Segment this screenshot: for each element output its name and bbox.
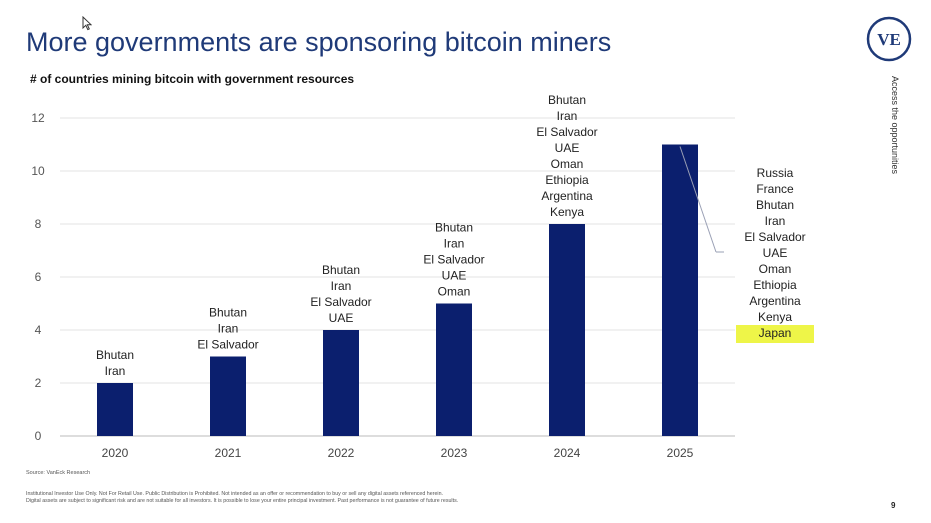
data-label-country: Ethiopia <box>753 278 797 292</box>
chart-title: # of countries mining bitcoin with gover… <box>30 72 355 86</box>
data-label-country: Argentina <box>541 189 593 203</box>
mouse-pointer-icon <box>82 15 93 36</box>
disclaimer-line-2: Digital assets are subject to significan… <box>26 498 459 504</box>
page-number: 9 <box>891 501 896 510</box>
data-label-country: Kenya <box>758 310 792 324</box>
data-label-country: Iran <box>105 364 126 378</box>
data-label-country: Japan <box>759 326 792 340</box>
disclaimer: Institutional Investor Use Only. Not For… <box>26 491 666 505</box>
bar <box>323 330 359 436</box>
data-label-country: Russia <box>757 166 794 180</box>
data-label-country: Iran <box>444 237 465 251</box>
y-tick-label: 12 <box>31 111 45 125</box>
data-label-country: UAE <box>329 311 354 325</box>
bar <box>549 224 585 436</box>
bar <box>662 144 698 436</box>
data-label-country: Iran <box>557 109 578 123</box>
x-tick-label: 2025 <box>667 446 694 460</box>
data-label-country: Kenya <box>550 205 584 219</box>
x-tick-label: 2023 <box>441 446 468 460</box>
data-label-country: UAE <box>442 269 467 283</box>
bar <box>97 383 133 436</box>
data-label-country: Iran <box>331 279 352 293</box>
data-label-country: France <box>756 182 794 196</box>
disclaimer-line-1: Institutional Investor Use Only. Not For… <box>26 491 443 497</box>
data-label-country: El Salvador <box>423 253 484 267</box>
data-label-country: Oman <box>438 285 471 299</box>
data-label-country: El Salvador <box>197 338 258 352</box>
data-label-country: Iran <box>218 322 239 336</box>
data-label-country: Bhutan <box>209 306 247 320</box>
source-note: Source: VanEck Research <box>26 470 91 476</box>
data-label-country: Iran <box>765 214 786 228</box>
y-tick-label: 10 <box>31 164 45 178</box>
y-tick-label: 0 <box>35 429 42 443</box>
data-label-country: UAE <box>555 141 580 155</box>
x-tick-label: 2020 <box>102 446 129 460</box>
y-tick-label: 2 <box>35 376 42 390</box>
data-label-country: Oman <box>551 157 584 171</box>
data-label-country: Ethiopia <box>545 173 589 187</box>
data-label-country: Oman <box>759 262 792 276</box>
data-label-country: Bhutan <box>322 263 360 277</box>
data-label-country: El Salvador <box>310 295 371 309</box>
page-title: More governments are sponsoring bitcoin … <box>26 27 612 57</box>
data-label-country: Bhutan <box>435 221 473 235</box>
x-tick-label: 2024 <box>554 446 581 460</box>
x-tick-label: 2021 <box>215 446 242 460</box>
bar <box>210 356 246 436</box>
x-tick-label: 2022 <box>328 446 355 460</box>
data-label-country: UAE <box>763 246 788 260</box>
y-tick-label: 6 <box>35 270 42 284</box>
leader-line <box>679 146 717 253</box>
data-label-country: Bhutan <box>548 93 586 107</box>
data-label-country: El Salvador <box>744 230 805 244</box>
vaneck-logo: VE <box>866 16 912 62</box>
svg-text:VE: VE <box>877 30 901 49</box>
data-label-country: Argentina <box>749 294 801 308</box>
highlight-marker <box>736 325 814 343</box>
data-label-country: El Salvador <box>536 125 597 139</box>
y-tick-label: 8 <box>35 217 42 231</box>
y-tick-label: 4 <box>35 323 42 337</box>
data-label-country: Bhutan <box>756 198 794 212</box>
side-tagline: Access the opportunities <box>890 76 900 175</box>
data-label-country: Bhutan <box>96 348 134 362</box>
bar <box>436 303 472 436</box>
